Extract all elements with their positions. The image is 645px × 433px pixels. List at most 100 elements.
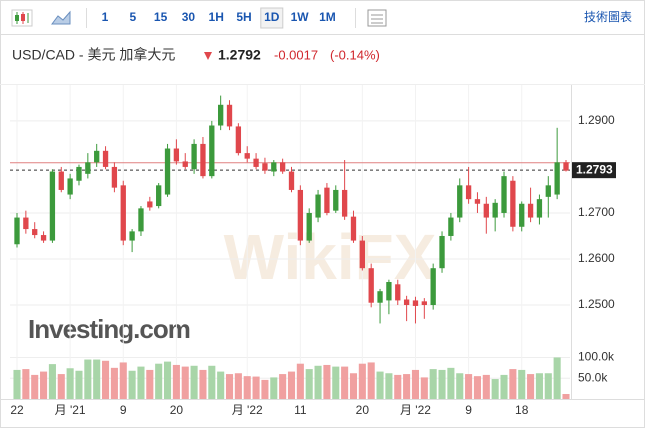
x-tick-label: 18 (515, 403, 529, 417)
icon-box[interactable] (367, 9, 387, 27)
volume-bar (225, 374, 234, 399)
volume-bar (40, 371, 48, 399)
volume-bar (456, 373, 464, 399)
volume-bar (110, 367, 118, 399)
volume-bar (323, 364, 331, 399)
candle-body (341, 189, 348, 217)
volume-tick-label: 50.0k (578, 370, 608, 384)
candle-icon[interactable] (11, 9, 33, 27)
area-icon[interactable] (51, 10, 71, 25)
volume-bar (13, 369, 21, 399)
volume-bar (562, 394, 570, 399)
watermark: WikiFX (224, 221, 437, 293)
volume-bar (270, 377, 278, 399)
candle-body (244, 153, 250, 159)
interval-button[interactable]: 1H (209, 10, 224, 24)
candle-body (129, 231, 135, 241)
candle-body (218, 104, 224, 126)
volume-bar (75, 370, 83, 399)
price: 1.2792 (218, 47, 261, 63)
volume-bar (535, 373, 543, 399)
volume-bar (155, 363, 163, 399)
active-button-box[interactable] (260, 7, 284, 29)
volume-bar (172, 364, 180, 399)
volume-bar (84, 359, 92, 399)
x-tick-label: 11 (294, 403, 307, 417)
volume-bar (491, 379, 499, 399)
volume-bar (349, 373, 358, 399)
volume-bar (341, 366, 349, 399)
volume-bar (438, 369, 446, 399)
candle-body (271, 162, 277, 172)
candle-body (501, 176, 507, 213)
candle-body (315, 194, 321, 218)
chart-link[interactable]: 技術圖表 (584, 10, 632, 24)
candle-body (430, 268, 436, 306)
volume-bar (553, 357, 561, 399)
interval-button[interactable]: 1W (291, 10, 310, 24)
x-tick-label: 22 (10, 403, 24, 417)
x-tick-label: 9 (120, 403, 127, 417)
x-tick-label: 月 '22 (400, 403, 431, 417)
volume-bar (296, 363, 304, 399)
candle-body (386, 282, 392, 301)
settings-icon[interactable] (367, 9, 387, 27)
volume-bar (137, 366, 145, 399)
candle-body (519, 203, 525, 227)
candle-body (395, 284, 401, 301)
candle-body (545, 185, 551, 197)
candle-body (403, 299, 410, 306)
candle-body (554, 162, 560, 195)
volume-bar (544, 373, 552, 399)
volume-bar (358, 363, 366, 399)
interval-button[interactable]: 1 (102, 10, 109, 24)
candle-body (226, 104, 233, 127)
candle-body (306, 212, 312, 241)
x-tick-label: 20 (356, 403, 370, 417)
volume-tick-label: 100.0k (578, 350, 615, 364)
volume-bar (367, 362, 375, 399)
candle-body (147, 201, 153, 208)
candle-body (448, 217, 454, 236)
candle-body (85, 162, 91, 174)
interval-button[interactable]: 1D (264, 10, 280, 24)
icon-body (21, 14, 25, 21)
volume-bar (473, 376, 481, 399)
volume-bar (261, 379, 269, 399)
interval-button[interactable]: 1M (319, 10, 336, 24)
candle-body (67, 178, 73, 195)
volume-bar (500, 374, 508, 399)
y-tick-label: 1.2600 (578, 251, 615, 265)
volume-bar (163, 361, 172, 399)
candle-body (156, 185, 162, 207)
candle-body (191, 143, 197, 170)
interval-button[interactable]: 30 (182, 10, 196, 24)
candle-body (209, 125, 215, 177)
last-price-label: 1.2793 (576, 162, 613, 176)
candle-body (536, 199, 543, 218)
volume-bar (22, 369, 30, 399)
x-tick-label: 20 (170, 403, 184, 417)
volume-bar (199, 369, 207, 399)
candle-body (14, 217, 20, 245)
volume-bar (102, 360, 110, 399)
interval-button[interactable]: 5H (236, 10, 251, 24)
interval-button[interactable]: 15 (154, 10, 168, 24)
y-tick-label: 1.2700 (578, 205, 615, 219)
x-tick-label: 月 '21 (55, 403, 86, 417)
interval-button[interactable]: 5 (129, 10, 136, 24)
candle-body (58, 171, 64, 190)
symbol: USD/CAD - 美元 加拿大元 (12, 47, 175, 63)
volume-bar (181, 366, 189, 399)
volume-bar (287, 371, 296, 399)
candle-body (40, 235, 47, 241)
volume-bar (527, 374, 535, 399)
x-tick-label: 9 (465, 403, 472, 417)
y-tick-label: 1.2500 (578, 297, 615, 311)
volume-bar (190, 365, 198, 399)
candle-body (457, 185, 463, 218)
candle-body (527, 203, 534, 218)
logo: Investing.com (28, 314, 190, 344)
candle-body (359, 240, 365, 269)
